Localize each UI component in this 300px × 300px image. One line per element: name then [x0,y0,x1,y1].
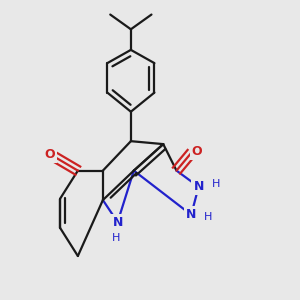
Text: O: O [45,148,55,161]
Text: N: N [186,208,196,221]
Text: H: H [204,212,212,222]
Text: N: N [194,180,204,193]
Text: H: H [212,179,220,190]
Text: H: H [112,233,120,243]
Text: N: N [112,216,123,229]
Text: O: O [192,145,203,158]
